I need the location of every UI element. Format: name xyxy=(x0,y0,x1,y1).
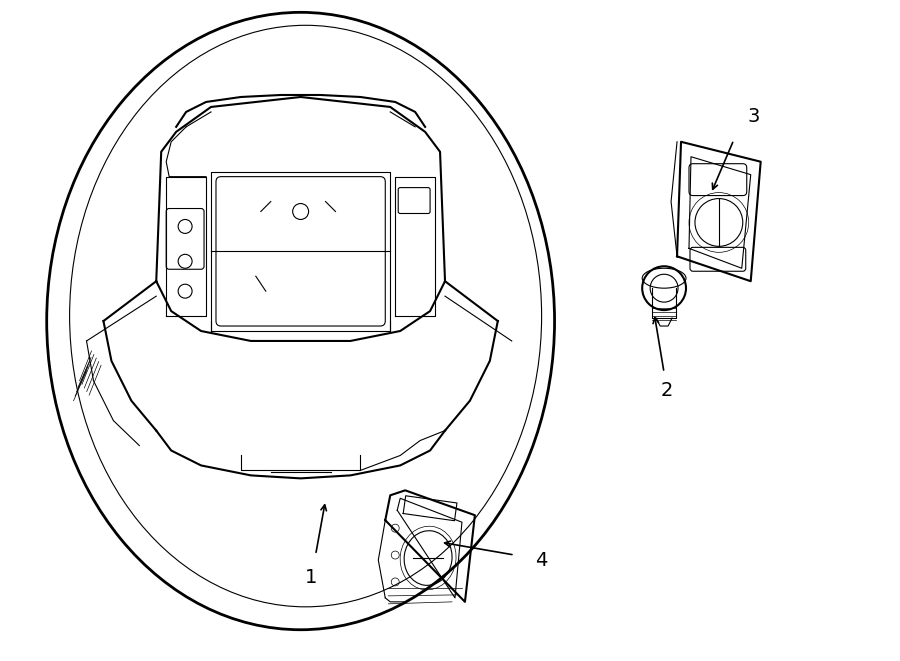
Text: 4: 4 xyxy=(536,551,548,570)
Text: 1: 1 xyxy=(304,568,317,588)
Text: 3: 3 xyxy=(748,107,760,126)
Text: 2: 2 xyxy=(661,381,673,401)
